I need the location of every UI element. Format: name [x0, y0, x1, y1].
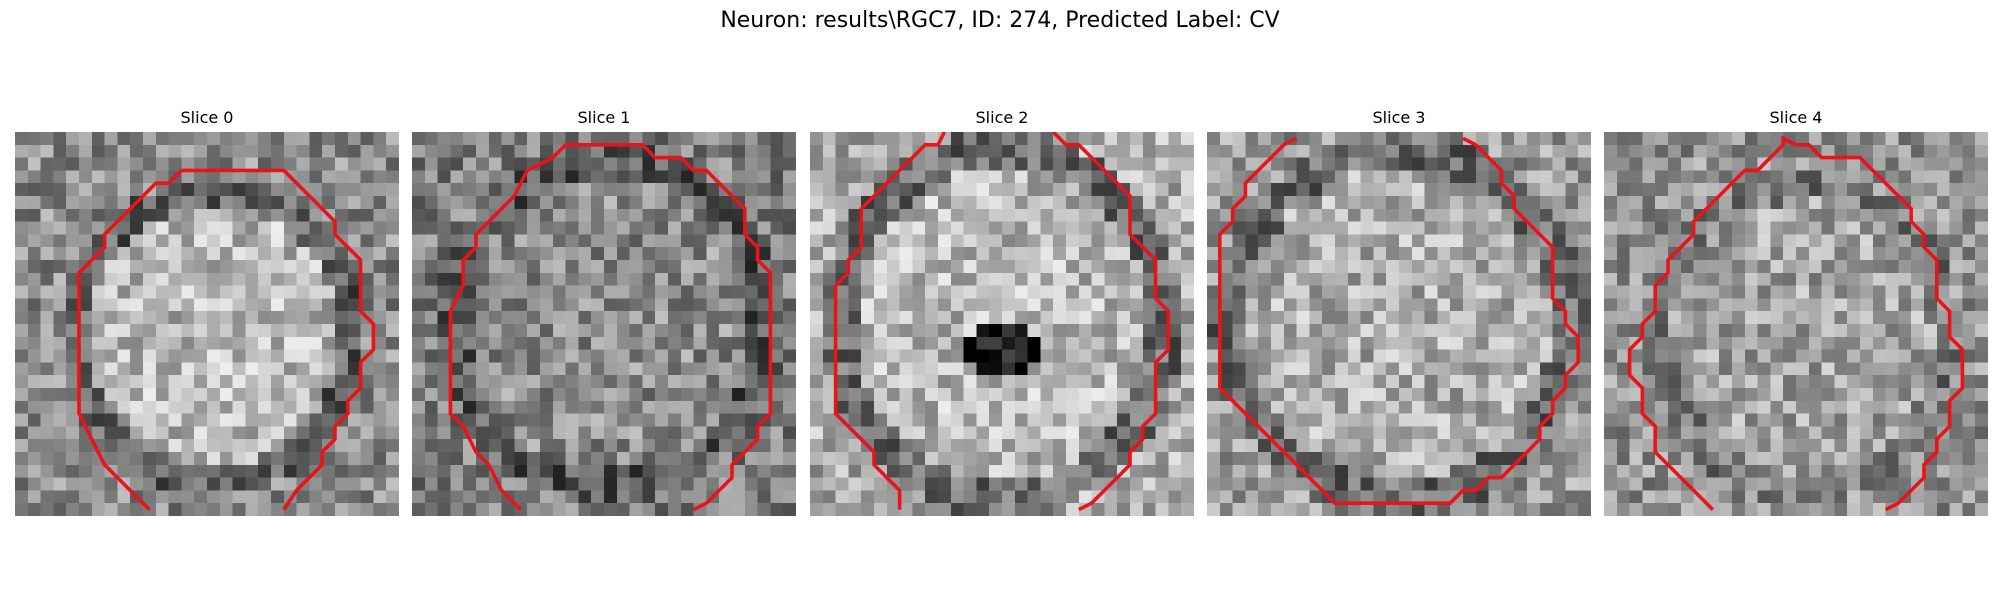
slice-title-0: Slice 0 — [15, 108, 399, 127]
slice-image-4 — [1604, 132, 1988, 516]
slice-title-3: Slice 3 — [1207, 108, 1591, 127]
slice-image-2 — [810, 132, 1194, 516]
slice-title-1: Slice 1 — [412, 108, 796, 127]
slice-title-2: Slice 2 — [810, 108, 1194, 127]
slice-title-4: Slice 4 — [1604, 108, 1988, 127]
slice-image-0 — [15, 132, 399, 516]
slice-image-1 — [412, 132, 796, 516]
figure-title: Neuron: results\RGC7, ID: 274, Predicted… — [0, 8, 2000, 33]
slice-image-3 — [1207, 132, 1591, 516]
